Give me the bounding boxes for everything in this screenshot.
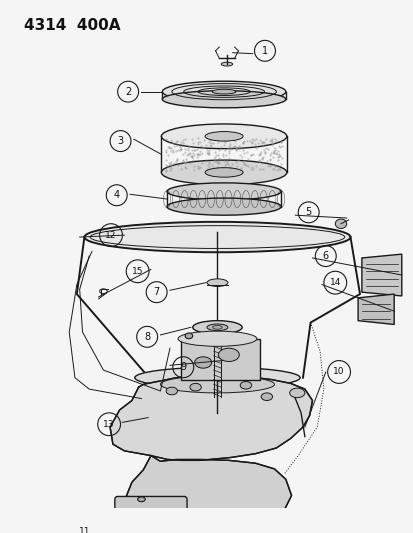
Text: 10: 10: [332, 367, 344, 376]
Ellipse shape: [137, 497, 145, 502]
Text: 15: 15: [132, 266, 143, 276]
Text: 3: 3: [117, 136, 123, 146]
Ellipse shape: [161, 160, 286, 185]
Ellipse shape: [160, 376, 274, 393]
Polygon shape: [361, 254, 401, 296]
Ellipse shape: [162, 91, 285, 108]
Ellipse shape: [185, 333, 192, 338]
Ellipse shape: [212, 326, 222, 329]
Text: 4: 4: [114, 190, 119, 200]
Polygon shape: [357, 294, 393, 325]
Polygon shape: [181, 338, 260, 379]
Ellipse shape: [190, 383, 201, 391]
Ellipse shape: [218, 348, 239, 361]
Text: 13: 13: [103, 420, 114, 429]
Text: 11: 11: [78, 527, 90, 533]
Ellipse shape: [261, 393, 272, 400]
Ellipse shape: [206, 279, 227, 286]
Ellipse shape: [161, 124, 286, 149]
Ellipse shape: [192, 321, 242, 334]
Text: 7: 7: [153, 287, 159, 297]
Ellipse shape: [135, 367, 299, 388]
Ellipse shape: [149, 523, 162, 532]
Ellipse shape: [167, 198, 280, 215]
Polygon shape: [124, 456, 291, 531]
FancyBboxPatch shape: [114, 496, 187, 531]
Ellipse shape: [335, 219, 346, 229]
Text: 12: 12: [105, 231, 116, 240]
Text: 6: 6: [322, 251, 328, 261]
Ellipse shape: [162, 81, 285, 102]
Ellipse shape: [166, 387, 177, 395]
Ellipse shape: [204, 168, 242, 177]
Text: 14: 14: [329, 278, 340, 287]
Ellipse shape: [289, 388, 304, 398]
Ellipse shape: [204, 132, 242, 141]
Ellipse shape: [212, 90, 235, 94]
Text: 5: 5: [305, 207, 311, 217]
Polygon shape: [110, 375, 312, 461]
Text: 1: 1: [261, 46, 267, 56]
Ellipse shape: [221, 62, 232, 66]
Text: 9: 9: [180, 362, 186, 372]
Ellipse shape: [240, 382, 251, 389]
Ellipse shape: [167, 183, 280, 200]
Text: 2: 2: [125, 87, 131, 96]
Ellipse shape: [194, 357, 211, 368]
Text: 8: 8: [144, 332, 150, 342]
Ellipse shape: [206, 324, 227, 330]
Text: 4314  400A: 4314 400A: [24, 19, 120, 34]
Ellipse shape: [178, 331, 256, 346]
Ellipse shape: [84, 222, 350, 252]
